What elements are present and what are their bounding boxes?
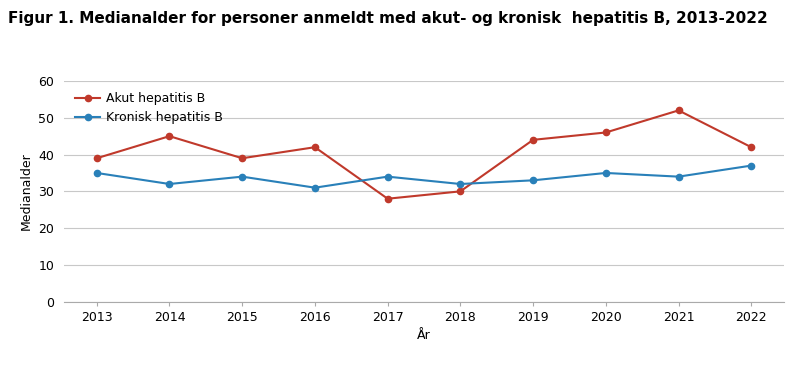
Kronisk hepatitis B <box>528 178 538 183</box>
Akut hepatitis B <box>528 138 538 142</box>
Legend: Akut hepatitis B, Kronisk hepatitis B: Akut hepatitis B, Kronisk hepatitis B <box>70 87 228 130</box>
Line: Kronisk hepatitis B: Kronisk hepatitis B <box>94 163 754 191</box>
Kronisk hepatitis B <box>165 182 174 186</box>
Line: Akut hepatitis B: Akut hepatitis B <box>94 107 754 202</box>
Kronisk hepatitis B <box>674 174 683 179</box>
Akut hepatitis B <box>165 134 174 138</box>
Kronisk hepatitis B <box>746 163 756 168</box>
Akut hepatitis B <box>238 156 247 160</box>
Akut hepatitis B <box>455 189 465 194</box>
Y-axis label: Medianalder: Medianalder <box>20 152 33 230</box>
Kronisk hepatitis B <box>92 171 102 175</box>
Akut hepatitis B <box>383 197 393 201</box>
Kronisk hepatitis B <box>383 174 393 179</box>
Kronisk hepatitis B <box>238 174 247 179</box>
Akut hepatitis B <box>746 145 756 149</box>
Kronisk hepatitis B <box>601 171 610 175</box>
Text: Figur 1. Medianalder for personer anmeldt med akut- og kronisk  hepatitis B, 201: Figur 1. Medianalder for personer anmeld… <box>8 11 768 26</box>
Akut hepatitis B <box>310 145 320 149</box>
Kronisk hepatitis B <box>310 185 320 190</box>
Akut hepatitis B <box>674 108 683 113</box>
Akut hepatitis B <box>92 156 102 160</box>
X-axis label: År: År <box>417 329 431 342</box>
Akut hepatitis B <box>601 130 610 135</box>
Kronisk hepatitis B <box>455 182 465 186</box>
